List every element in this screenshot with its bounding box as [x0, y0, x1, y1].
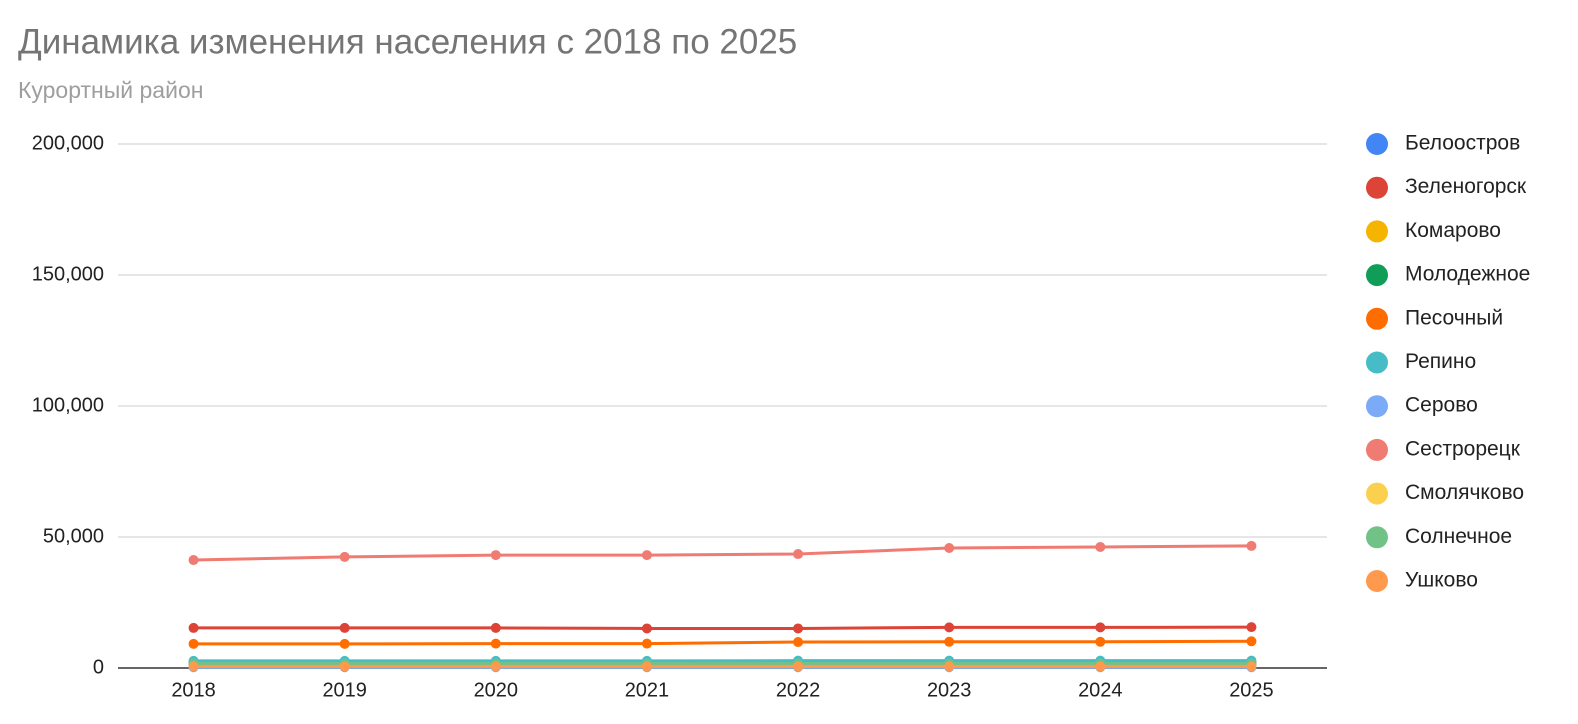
x-tick-label: 2022 — [776, 679, 821, 701]
x-tick-label: 2020 — [474, 679, 519, 701]
data-point — [1246, 622, 1257, 633]
data-point — [641, 661, 652, 672]
series-line — [193, 625, 1252, 630]
data-point — [490, 638, 501, 649]
y-tick-label: 50,000 — [43, 525, 104, 547]
x-tick-label: 2021 — [625, 679, 670, 701]
data-point — [944, 543, 955, 554]
y-tick-label: 150,000 — [32, 263, 104, 285]
x-tick-label: 2018 — [171, 679, 216, 701]
data-point — [641, 623, 652, 634]
legend-marker — [1366, 438, 1388, 461]
legend-label: Смолячково — [1405, 481, 1524, 504]
y-tick-label: 200,000 — [32, 132, 104, 154]
legend-label: Сестрорецк — [1405, 437, 1521, 460]
legend-marker — [1366, 526, 1388, 549]
data-point — [339, 622, 350, 633]
legend-marker — [1366, 482, 1388, 505]
x-tick-label: 2023 — [927, 679, 972, 701]
data-point — [339, 551, 350, 562]
legend-marker — [1366, 570, 1388, 592]
legend-label: Серово — [1405, 394, 1478, 417]
series-line — [193, 639, 1252, 646]
data-point — [1246, 661, 1257, 672]
data-point — [490, 661, 501, 672]
legend-marker — [1366, 220, 1388, 243]
legend-label: Песочный — [1405, 306, 1503, 329]
x-tick-label: 2025 — [1229, 679, 1274, 701]
legend-marker — [1366, 264, 1388, 287]
legend-label: Солнечное — [1405, 525, 1512, 548]
data-point — [490, 622, 501, 633]
y-tick-label: 100,000 — [32, 394, 104, 416]
data-point — [793, 549, 804, 560]
series-line — [193, 544, 1252, 562]
legend-label: Репино — [1405, 350, 1476, 373]
data-point — [188, 555, 199, 566]
data-point — [188, 622, 199, 633]
data-point — [944, 661, 955, 672]
legend-marker — [1366, 351, 1388, 374]
y-tick-label: 0 — [93, 656, 104, 678]
data-point — [1246, 540, 1257, 551]
legend-marker — [1366, 395, 1388, 418]
data-point — [490, 550, 501, 561]
legend-label: Молодежное — [1405, 263, 1530, 286]
data-point — [793, 637, 804, 648]
data-point — [1246, 636, 1257, 647]
chart-title: Динамика изменения населения с 2018 по 2… — [18, 22, 797, 61]
legend-label: Ушково — [1405, 569, 1478, 592]
chart-subtitle: Курортный район — [18, 77, 203, 103]
data-point — [793, 623, 804, 634]
data-point — [944, 622, 955, 633]
data-point — [641, 638, 652, 649]
data-point — [1095, 622, 1106, 633]
data-point — [188, 661, 199, 672]
data-point — [339, 638, 350, 649]
x-tick-label: 2019 — [322, 679, 367, 701]
legend-marker — [1366, 307, 1388, 330]
data-point — [339, 661, 350, 672]
legend-label: Зеленогорск — [1405, 175, 1527, 198]
legend-label: Белоостров — [1405, 132, 1520, 155]
data-point — [1095, 661, 1106, 672]
legend-marker — [1366, 176, 1388, 199]
x-tick-label: 2024 — [1078, 679, 1123, 701]
data-point — [944, 636, 955, 647]
legend-marker — [1366, 133, 1388, 155]
data-point — [1095, 636, 1106, 647]
data-point — [641, 550, 652, 561]
data-point — [1095, 541, 1106, 552]
data-point — [188, 638, 199, 649]
legend-label: Комарово — [1405, 219, 1501, 242]
data-point — [793, 661, 804, 672]
